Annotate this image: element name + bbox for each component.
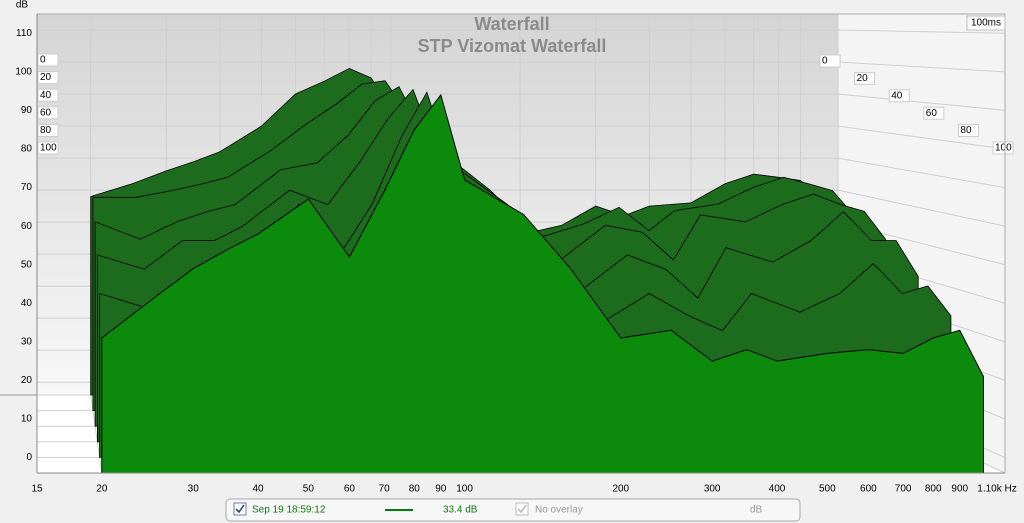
check-mark	[235, 504, 245, 514]
x-tick-label: 15	[31, 484, 43, 495]
x-tick-label: 800	[925, 484, 942, 495]
x-tick-label: 60	[344, 484, 356, 495]
overlay-checkbox[interactable]	[515, 502, 529, 516]
y-tick-label: 0	[26, 452, 32, 463]
x-tick-label: 100	[456, 484, 473, 495]
depth-label-box	[992, 141, 1014, 155]
x-tick-label: 300	[704, 484, 721, 495]
depth-label-box	[37, 53, 59, 67]
y-tick-label: 40	[21, 298, 33, 309]
depth-tick-label: 100	[995, 143, 1012, 154]
grid-line	[837, 29, 1006, 34]
grid-line	[837, 61, 1006, 73]
x-tick-label: 700	[895, 484, 912, 495]
x-tick-label: 70	[379, 484, 391, 495]
depth-tick-label: 80	[960, 125, 972, 136]
depth-label-box	[37, 123, 59, 137]
y-tick-label: 100	[15, 66, 32, 77]
depth-tick-label: 40	[40, 90, 52, 101]
x-tick-label: 1.10k Hz	[977, 484, 1016, 495]
grid-line	[837, 157, 1006, 189]
labels: 0 10 20 30 40 50 60 70 80 90 100 110 15 20 30 40 50 60 70 8…	[15, 28, 1016, 495]
x-tick-label: 50	[303, 484, 315, 495]
depth-tick-label: 60	[926, 108, 938, 119]
depth-label-box	[923, 106, 945, 120]
x-tick-label: 200	[612, 484, 629, 495]
x-tick-label: 40	[252, 484, 264, 495]
time-box	[966, 15, 1006, 31]
depth-tick-label: 20	[857, 73, 869, 84]
y-tick-label: 50	[21, 259, 33, 270]
y-tick-label: 30	[21, 336, 33, 347]
y-tick-label: 10	[21, 414, 33, 425]
depth-tick-label: 80	[40, 125, 52, 136]
y-axis-label: dB	[16, 0, 29, 11]
grid-line	[837, 189, 1006, 227]
legend-overlay: No overlay	[535, 505, 583, 516]
depth-label-box	[37, 141, 59, 155]
depth-tick-label: 0	[40, 55, 46, 66]
y-tick-label: 110	[16, 28, 32, 39]
depth-label-box	[37, 71, 59, 85]
x-tick-label: 400	[769, 484, 786, 495]
x-tick-label: 500	[819, 484, 836, 495]
x-tick-label: 30	[188, 484, 200, 495]
depth-label-box	[37, 106, 59, 120]
x-tick-label: 80	[409, 484, 421, 495]
depth-tick-label: 20	[40, 72, 52, 83]
x-tick-label: 20	[96, 484, 108, 495]
checkbox[interactable]	[233, 502, 247, 516]
x-tick-label: 900	[951, 484, 968, 495]
depth-tick-label: 0	[822, 56, 828, 67]
chart-title: Waterfall	[474, 14, 549, 34]
legend: Sep 19 18:59:12 33.4 dB No overlay dB	[225, 498, 801, 522]
depth-tick-label: 60	[40, 107, 52, 118]
time-label: 100ms	[971, 18, 1001, 29]
overlay-check-mark	[517, 504, 527, 514]
waterfall-slice	[101, 93, 984, 474]
depth-label-box	[957, 124, 979, 138]
legend-date: Sep 19 18:59:12	[252, 505, 326, 516]
legend-value: 33.4 dB	[443, 505, 478, 516]
legend-box	[225, 498, 801, 522]
depth-label-box	[888, 89, 910, 103]
depth-label-box	[854, 71, 876, 85]
chart-subtitle: STP Vizomat Waterfall	[418, 36, 607, 56]
y-tick-label: 60	[21, 221, 33, 232]
legend-unit: dB	[750, 505, 763, 516]
depth-tick-label: 40	[891, 90, 903, 101]
slices	[90, 67, 984, 474]
y-tick-label: 70	[21, 182, 33, 193]
depth-label-box	[819, 54, 841, 68]
x-tick-label: 90	[435, 484, 447, 495]
depth-tick-label: 100	[40, 143, 57, 154]
depth-label-box	[37, 88, 59, 102]
grid-line	[837, 125, 1006, 150]
x-tick-label: 600	[860, 484, 877, 495]
y-tick-label: 90	[21, 105, 33, 116]
y-tick-label: 80	[21, 144, 33, 155]
grid-line	[837, 93, 1006, 111]
y-tick-label: 20	[21, 375, 33, 386]
